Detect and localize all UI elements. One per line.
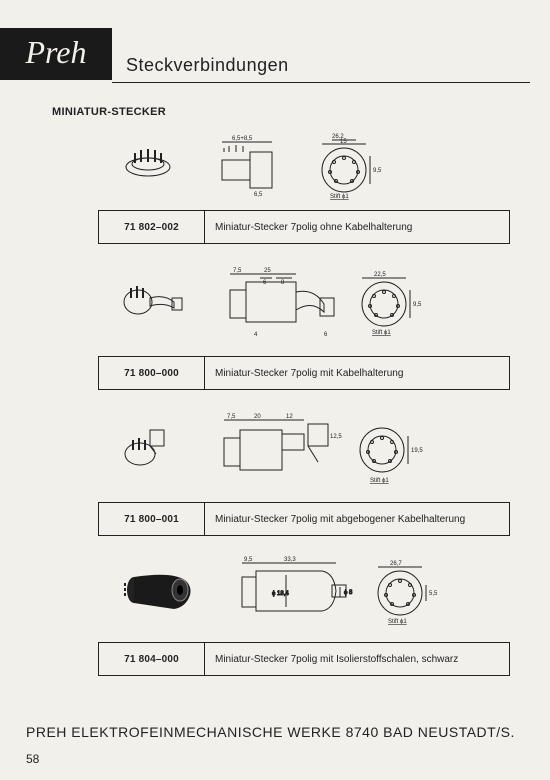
product-figures: 7,5 25 6 8 22,5 9,5 4 6 Stift ϕ1 — [0, 252, 550, 350]
dim-label: 15 — [340, 139, 347, 145]
dim-label: 33,3 — [284, 557, 296, 563]
product-description: Miniatur-Stecker 7polig mit Kabelhalteru… — [205, 357, 509, 389]
dim-label: Stift ϕ1 — [372, 330, 391, 336]
brand-logo-box: Preh — [0, 28, 112, 80]
product-item: 7,5 20 12 12,5 19,5 Stift ϕ1 71 800–001 … — [0, 398, 550, 536]
dim-label: 12,5 — [330, 434, 342, 440]
brand-logo-text: Preh — [25, 34, 86, 71]
dim-label: 9,5 — [373, 168, 382, 174]
section-title: MINIATUR-STECKER — [52, 106, 550, 118]
technical-drawing: 7,5 25 6 8 22,5 9,5 4 6 Stift ϕ1 — [224, 260, 434, 342]
product-code: 71 804–000 — [99, 643, 205, 675]
dim-label: Stift ϕ1 — [388, 619, 407, 625]
product-entry: 71 802–002 Miniatur-Stecker 7polig ohne … — [98, 210, 510, 244]
dim-label: 7,5 — [233, 268, 242, 274]
dim-label: ϕ 8 — [344, 590, 353, 596]
dim-label: 25 — [264, 268, 271, 274]
product-item: ϕ 18,4 ϕ 8 9,5 33,3 26,7 5,5 Stift ϕ1 — [0, 544, 550, 676]
product-list: 6,5+8,5 26,2 15 9,5 Stift ϕ1 6,5 — [0, 126, 550, 676]
product-photo — [120, 424, 180, 470]
dim-label: 19,5 — [411, 448, 423, 454]
technical-drawing: ϕ 18,4 ϕ 8 9,5 33,3 26,7 5,5 Stift ϕ1 — [236, 551, 446, 629]
dim-label: 4 — [254, 332, 258, 338]
dim-label: 26,7 — [390, 561, 402, 567]
dim-label: ϕ 18,4 — [272, 591, 289, 597]
footer-company: PREH ELEKTROFEINMECHANISCHE WERKE 8740 B… — [26, 724, 530, 740]
dim-label: 8 — [281, 280, 285, 286]
product-item: 7,5 25 6 8 22,5 9,5 4 6 Stift ϕ1 — [0, 252, 550, 390]
dim-label: 6,5 — [254, 192, 263, 198]
dim-label: 7,5 — [227, 414, 236, 420]
product-figures: 6,5+8,5 26,2 15 9,5 Stift ϕ1 6,5 — [0, 126, 550, 204]
product-code: 71 802–002 — [99, 211, 205, 243]
technical-drawing: 6,5+8,5 26,2 15 9,5 Stift ϕ1 6,5 — [214, 130, 404, 200]
product-item: 6,5+8,5 26,2 15 9,5 Stift ϕ1 6,5 — [0, 126, 550, 244]
dim-label: 6 — [324, 332, 328, 338]
product-figures: 7,5 20 12 12,5 19,5 Stift ϕ1 — [0, 398, 550, 496]
page-header: Preh Steckverbindungen — [0, 0, 550, 80]
product-figures: ϕ 18,4 ϕ 8 9,5 33,3 26,7 5,5 Stift ϕ1 — [0, 544, 550, 636]
dim-label: Stift ϕ1 — [370, 478, 389, 484]
dim-label: 6,5+8,5 — [232, 136, 253, 142]
dim-label: 9,5 — [244, 557, 253, 563]
product-description: Miniatur-Stecker 7polig ohne Kabelhalter… — [205, 211, 509, 243]
dim-label: 6 — [263, 280, 267, 286]
product-description: Miniatur-Stecker 7polig mit abgebogener … — [205, 503, 509, 535]
header-rule — [112, 82, 530, 83]
product-entry: 71 804–000 Miniatur-Stecker 7polig mit I… — [98, 642, 510, 676]
product-code: 71 800–000 — [99, 357, 205, 389]
product-photo — [120, 565, 198, 615]
product-photo — [120, 147, 176, 183]
technical-drawing: 7,5 20 12 12,5 19,5 Stift ϕ1 — [218, 404, 428, 490]
dim-label: 20 — [254, 414, 261, 420]
dim-label: 9,5 — [413, 302, 422, 308]
product-photo — [120, 280, 186, 322]
dim-label: 22,5 — [374, 272, 386, 278]
product-description: Miniatur-Stecker 7polig mit Isolierstoff… — [205, 643, 509, 675]
page-title: Steckverbindungen — [126, 55, 289, 80]
dim-label: 12 — [286, 414, 293, 420]
product-code: 71 800–001 — [99, 503, 205, 535]
product-entry: 71 800–000 Miniatur-Stecker 7polig mit K… — [98, 356, 510, 390]
dim-label: 5,5 — [429, 591, 438, 597]
dim-label: Stift ϕ1 — [330, 194, 349, 200]
page-number: 58 — [26, 752, 39, 766]
product-entry: 71 800–001 Miniatur-Stecker 7polig mit a… — [98, 502, 510, 536]
